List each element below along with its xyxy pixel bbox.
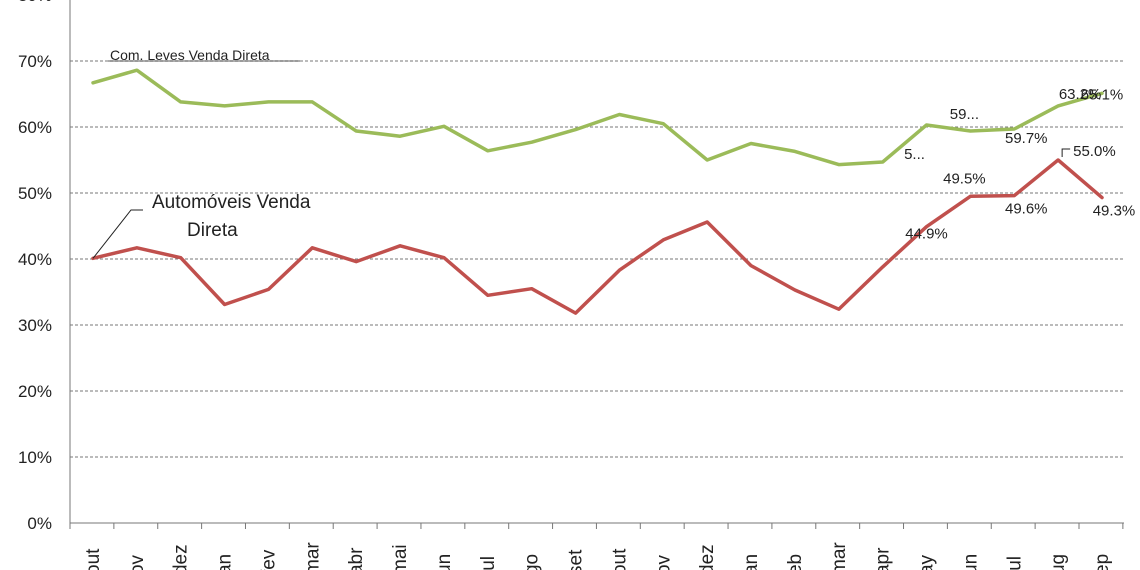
x-tick-label: an [215, 554, 236, 570]
x-tick-label: ay [917, 554, 938, 570]
x-tick-label: un [434, 554, 455, 570]
y-tick-label: 10% [18, 448, 52, 467]
y-tick-label: 40% [18, 250, 52, 269]
data-label: 49.3% [1093, 203, 1136, 220]
series-line-com-leves [91, 68, 1104, 167]
series-label-automoveis-line2: Direta [187, 220, 238, 241]
x-tick-label: dez [697, 544, 718, 570]
y-tick-label: 60% [18, 118, 52, 137]
y-tick-label: 30% [18, 316, 52, 335]
x-tick-label: dez [171, 544, 192, 570]
x-tick-label: out [83, 548, 104, 570]
x-tick-label: un [960, 554, 981, 570]
data-label: 65.1% [1081, 86, 1124, 103]
data-label: 59... [950, 106, 979, 123]
data-label: 49.6% [1005, 201, 1048, 218]
axes [69, 0, 1124, 529]
data-label: 55.0% [1073, 143, 1116, 160]
x-tick-label: ug [1048, 554, 1069, 570]
y-tick-label: 70% [18, 52, 52, 71]
y-tick-label: 20% [18, 382, 52, 401]
data-labels: 5... 59... 59.7% 63.2%65.1% 44.9% 49.5% 49.6% 5… [904, 86, 1135, 243]
x-tick-label: apr [873, 547, 894, 570]
y-tick-label: 50% [18, 184, 52, 203]
data-label: 44.9% [905, 226, 948, 243]
x-tick-label: jul [1004, 556, 1025, 570]
data-label: 49.5% [943, 170, 986, 187]
x-axis-ticks: out ov dez an fev mar abr mai un jul go set out ov dez… [83, 542, 1113, 570]
data-label: 59.7% [1005, 130, 1048, 147]
series-labels: Com. Leves Venda Direta Automóveis Venda D… [92, 47, 311, 259]
series-label-com-leves: Com. Leves Venda Direta [110, 47, 270, 63]
series-line-automoveis [91, 158, 1104, 315]
x-tick-label: ov [653, 554, 674, 570]
series-label-leader [92, 209, 143, 259]
y-axis-ticks: 0% 10% 20% 30% 40% 50% 60% 70% 80% [18, 0, 52, 533]
x-tick-label: an [741, 554, 762, 570]
x-tick-label: ov [127, 554, 148, 570]
x-tick-label: ep [1092, 554, 1113, 570]
x-tick-label: fev [258, 549, 279, 570]
x-tick-label: eb [785, 554, 806, 570]
data-label: 63.2% [1059, 86, 1102, 103]
data-label: 5... [904, 146, 925, 163]
y-tick-label: 0% [27, 514, 52, 533]
series-label-automoveis-line1: Automóveis Venda [152, 192, 311, 213]
y-tick-label: 80% [18, 0, 52, 5]
leader-line [1061, 148, 1071, 157]
x-tick-label: mar [829, 542, 850, 570]
x-tick-label: jul [478, 556, 499, 570]
x-tick-label: set [566, 549, 587, 570]
x-tick-label: go [522, 554, 543, 570]
x-tick-label: out [609, 548, 630, 570]
x-tick-label: mai [390, 544, 411, 570]
x-tick-label: mar [302, 542, 323, 570]
x-tick-label: abr [346, 547, 367, 570]
